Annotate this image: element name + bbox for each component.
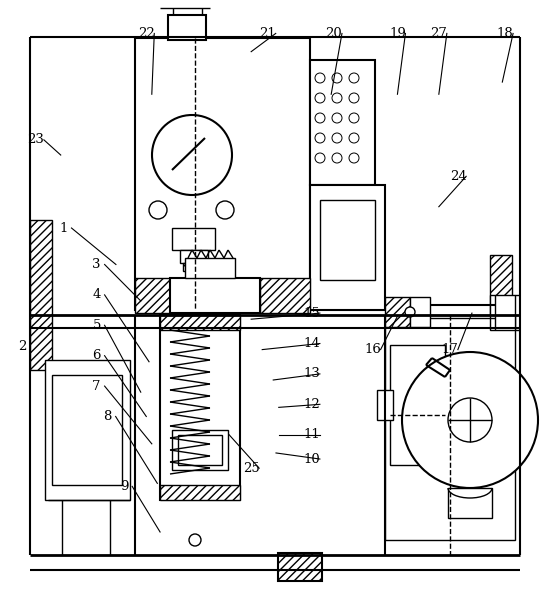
Text: 12: 12 bbox=[304, 398, 320, 411]
Text: 23: 23 bbox=[28, 133, 44, 147]
Text: 20: 20 bbox=[326, 27, 342, 40]
Bar bbox=[52, 375, 122, 485]
Bar bbox=[448, 488, 492, 518]
Circle shape bbox=[189, 534, 201, 546]
Circle shape bbox=[349, 133, 359, 143]
Text: 14: 14 bbox=[304, 337, 320, 350]
Text: 27: 27 bbox=[431, 27, 447, 40]
Circle shape bbox=[332, 73, 342, 83]
Bar bbox=[135, 38, 310, 310]
Circle shape bbox=[315, 113, 325, 123]
Text: 24: 24 bbox=[450, 170, 466, 183]
Bar bbox=[160, 485, 240, 500]
Bar bbox=[168, 15, 206, 40]
Text: 19: 19 bbox=[389, 27, 406, 40]
Bar bbox=[170, 278, 260, 313]
Bar bbox=[385, 297, 410, 327]
Bar bbox=[160, 315, 240, 330]
Bar bbox=[320, 200, 375, 280]
Bar bbox=[490, 255, 512, 335]
Bar bbox=[45, 360, 130, 500]
Bar bbox=[278, 553, 322, 581]
Circle shape bbox=[216, 201, 234, 219]
Circle shape bbox=[315, 133, 325, 143]
Bar bbox=[377, 390, 393, 420]
Bar bbox=[390, 345, 445, 465]
Circle shape bbox=[149, 201, 167, 219]
Bar bbox=[185, 258, 235, 278]
Circle shape bbox=[349, 153, 359, 163]
Text: 17: 17 bbox=[442, 343, 458, 356]
Text: 16: 16 bbox=[364, 343, 381, 356]
Bar bbox=[178, 435, 222, 465]
Text: 2: 2 bbox=[18, 340, 26, 353]
Text: 10: 10 bbox=[304, 452, 320, 466]
Bar bbox=[385, 315, 515, 540]
Circle shape bbox=[402, 352, 538, 488]
Circle shape bbox=[332, 93, 342, 103]
Bar bbox=[172, 228, 215, 250]
Circle shape bbox=[315, 73, 325, 83]
Bar bbox=[135, 278, 170, 313]
Circle shape bbox=[349, 113, 359, 123]
Bar bbox=[310, 185, 385, 310]
Bar bbox=[410, 297, 430, 327]
Bar bbox=[183, 263, 205, 271]
Text: 15: 15 bbox=[304, 306, 320, 320]
Text: 1: 1 bbox=[59, 221, 68, 235]
Bar bbox=[490, 295, 515, 330]
Bar bbox=[180, 250, 208, 263]
Circle shape bbox=[152, 115, 232, 195]
Text: 13: 13 bbox=[304, 367, 320, 381]
Text: 8: 8 bbox=[103, 410, 112, 423]
Text: 3: 3 bbox=[92, 258, 101, 271]
Circle shape bbox=[448, 398, 492, 442]
Bar bbox=[260, 278, 310, 313]
Circle shape bbox=[405, 307, 415, 317]
Bar bbox=[30, 220, 52, 370]
Circle shape bbox=[332, 153, 342, 163]
Text: 21: 21 bbox=[259, 27, 276, 40]
Bar bbox=[310, 60, 375, 185]
Text: 18: 18 bbox=[497, 27, 513, 40]
Text: 4: 4 bbox=[92, 288, 101, 302]
Text: 11: 11 bbox=[304, 428, 320, 441]
Circle shape bbox=[332, 133, 342, 143]
Circle shape bbox=[332, 113, 342, 123]
Circle shape bbox=[315, 93, 325, 103]
Bar bbox=[172, 430, 228, 470]
Text: 7: 7 bbox=[92, 379, 101, 393]
Text: 6: 6 bbox=[92, 349, 101, 362]
Text: 22: 22 bbox=[138, 27, 155, 40]
Circle shape bbox=[315, 153, 325, 163]
Circle shape bbox=[349, 73, 359, 83]
Bar bbox=[160, 315, 240, 500]
Circle shape bbox=[349, 93, 359, 103]
Text: 25: 25 bbox=[243, 461, 259, 475]
Text: 5: 5 bbox=[92, 319, 101, 332]
Text: 9: 9 bbox=[120, 480, 129, 493]
